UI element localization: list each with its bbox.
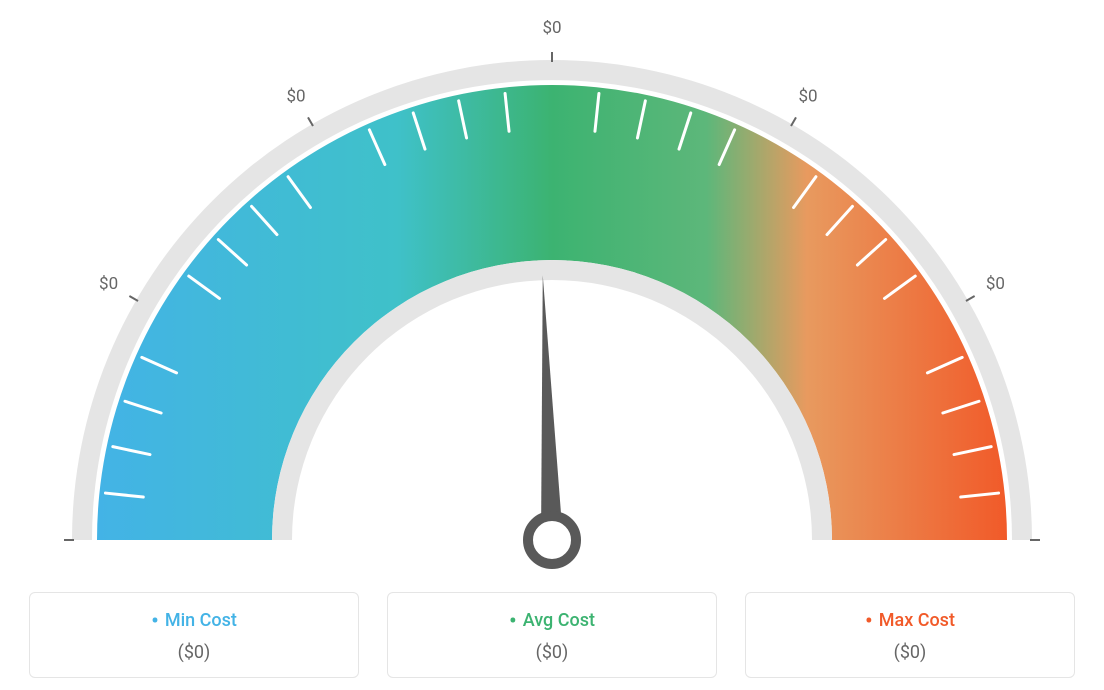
- legend-card-avg: Avg Cost ($0): [387, 592, 717, 678]
- legend-card-max: Max Cost ($0): [745, 592, 1075, 678]
- svg-text:$0: $0: [286, 87, 305, 107]
- legend-max-label: Max Cost: [758, 609, 1062, 634]
- svg-text:$0: $0: [99, 274, 118, 294]
- legend-avg-value: ($0): [400, 642, 704, 663]
- legend-max-value: ($0): [758, 642, 1062, 663]
- legend-card-min: Min Cost ($0): [29, 592, 359, 678]
- legend-avg-label: Avg Cost: [400, 609, 704, 634]
- legend-min-label: Min Cost: [42, 609, 346, 634]
- svg-text:$0: $0: [798, 87, 817, 107]
- svg-text:$0: $0: [986, 274, 1005, 294]
- gauge-chart: $0$0$0$0$0$0$0: [42, 20, 1062, 580]
- svg-text:$0: $0: [542, 20, 561, 38]
- legend: Min Cost ($0) Avg Cost ($0) Max Cost ($0…: [29, 592, 1075, 678]
- legend-min-value: ($0): [42, 642, 346, 663]
